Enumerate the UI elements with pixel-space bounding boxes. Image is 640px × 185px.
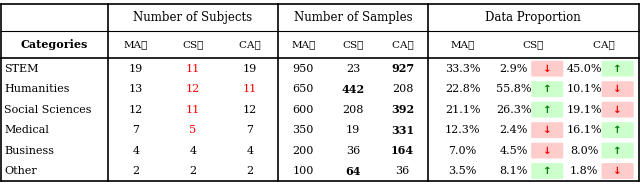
Text: 331: 331: [391, 125, 414, 136]
Text: ↑: ↑: [543, 84, 552, 94]
Text: 3.5%: 3.5%: [449, 166, 477, 176]
Text: 10.1%: 10.1%: [566, 84, 602, 94]
Text: 2: 2: [132, 166, 140, 176]
Text: 22.8%: 22.8%: [445, 84, 481, 94]
Text: CS🐼: CS🐼: [182, 40, 204, 49]
Text: 55.8%: 55.8%: [496, 84, 532, 94]
Text: 16.1%: 16.1%: [566, 125, 602, 135]
Text: Number of Subjects: Number of Subjects: [133, 11, 253, 24]
Text: 8.1%: 8.1%: [500, 166, 528, 176]
Text: 11: 11: [186, 64, 200, 74]
Text: 950: 950: [292, 64, 314, 74]
Text: 200: 200: [292, 146, 314, 156]
Text: ↑: ↑: [613, 125, 622, 135]
Text: MA📝: MA📝: [124, 40, 148, 49]
Text: Data Proportion: Data Proportion: [485, 11, 581, 24]
Text: CS🐼: CS🐼: [522, 40, 544, 49]
Text: STEM: STEM: [4, 64, 39, 74]
Text: 392: 392: [391, 104, 414, 115]
Text: ↓: ↓: [543, 146, 552, 156]
Text: Number of Samples: Number of Samples: [294, 11, 412, 24]
Text: 23: 23: [346, 64, 360, 74]
Text: 2.4%: 2.4%: [500, 125, 528, 135]
FancyBboxPatch shape: [531, 163, 563, 179]
Text: 33.3%: 33.3%: [445, 64, 481, 74]
Text: Business: Business: [4, 146, 54, 156]
Text: 650: 650: [292, 84, 314, 94]
Text: ↑: ↑: [543, 105, 552, 115]
Text: 11: 11: [243, 84, 257, 94]
Text: 19: 19: [129, 64, 143, 74]
Text: 4.5%: 4.5%: [500, 146, 528, 156]
FancyBboxPatch shape: [602, 163, 634, 179]
Text: CS🐼: CS🐼: [342, 40, 364, 49]
Text: 4: 4: [246, 146, 253, 156]
Text: 36: 36: [396, 166, 410, 176]
Text: 26.3%: 26.3%: [496, 105, 532, 115]
Text: ↑: ↑: [543, 166, 552, 176]
Text: 11: 11: [186, 105, 200, 115]
Text: 208: 208: [342, 105, 364, 115]
Text: 164: 164: [391, 145, 414, 156]
Text: ↑: ↑: [613, 64, 622, 74]
Text: 7: 7: [246, 125, 253, 135]
Text: 36: 36: [346, 146, 360, 156]
Text: 13: 13: [129, 84, 143, 94]
Text: 2: 2: [189, 166, 196, 176]
Text: 19: 19: [243, 64, 257, 74]
Text: 7: 7: [132, 125, 140, 135]
FancyBboxPatch shape: [531, 122, 563, 138]
Text: 1.8%: 1.8%: [570, 166, 598, 176]
Text: 4: 4: [189, 146, 196, 156]
Text: Categories: Categories: [20, 39, 88, 50]
Text: 12: 12: [186, 84, 200, 94]
FancyBboxPatch shape: [602, 102, 634, 118]
Text: 442: 442: [341, 84, 365, 95]
Text: Social Sciences: Social Sciences: [4, 105, 92, 115]
Text: MA📝: MA📝: [451, 40, 475, 49]
Text: 4: 4: [132, 146, 140, 156]
Text: 12.3%: 12.3%: [445, 125, 481, 135]
FancyBboxPatch shape: [531, 143, 563, 159]
Text: 2.9%: 2.9%: [500, 64, 528, 74]
Text: ↑: ↑: [613, 146, 622, 156]
Text: CA⚖️: CA⚖️: [239, 40, 260, 49]
Text: 7.0%: 7.0%: [449, 146, 477, 156]
Text: 64: 64: [345, 166, 361, 176]
FancyBboxPatch shape: [602, 81, 634, 97]
FancyBboxPatch shape: [531, 102, 563, 118]
Text: 19.1%: 19.1%: [566, 105, 602, 115]
FancyBboxPatch shape: [602, 143, 634, 159]
Text: 12: 12: [243, 105, 257, 115]
Text: Other: Other: [4, 166, 37, 176]
Text: MA📝: MA📝: [291, 40, 316, 49]
Text: 208: 208: [392, 84, 413, 94]
Text: 927: 927: [391, 63, 414, 74]
Text: ↓: ↓: [613, 105, 622, 115]
Text: 2: 2: [246, 166, 253, 176]
Text: 45.0%: 45.0%: [566, 64, 602, 74]
Text: 100: 100: [292, 166, 314, 176]
FancyBboxPatch shape: [531, 61, 563, 77]
Text: 8.0%: 8.0%: [570, 146, 598, 156]
Text: 600: 600: [292, 105, 314, 115]
FancyBboxPatch shape: [602, 122, 634, 138]
FancyBboxPatch shape: [531, 81, 563, 97]
Text: 21.1%: 21.1%: [445, 105, 481, 115]
Text: Medical: Medical: [4, 125, 49, 135]
Text: CA⚖️: CA⚖️: [593, 40, 614, 49]
Text: 350: 350: [292, 125, 314, 135]
Text: ↓: ↓: [543, 125, 552, 135]
FancyBboxPatch shape: [602, 61, 634, 77]
Text: ↓: ↓: [613, 84, 622, 94]
Text: ↓: ↓: [543, 64, 552, 74]
Text: Humanities: Humanities: [4, 84, 70, 94]
Text: CA⚖️: CA⚖️: [392, 40, 413, 49]
Text: 19: 19: [346, 125, 360, 135]
Text: 12: 12: [129, 105, 143, 115]
Text: 5: 5: [189, 125, 196, 135]
Text: ↓: ↓: [613, 166, 622, 176]
